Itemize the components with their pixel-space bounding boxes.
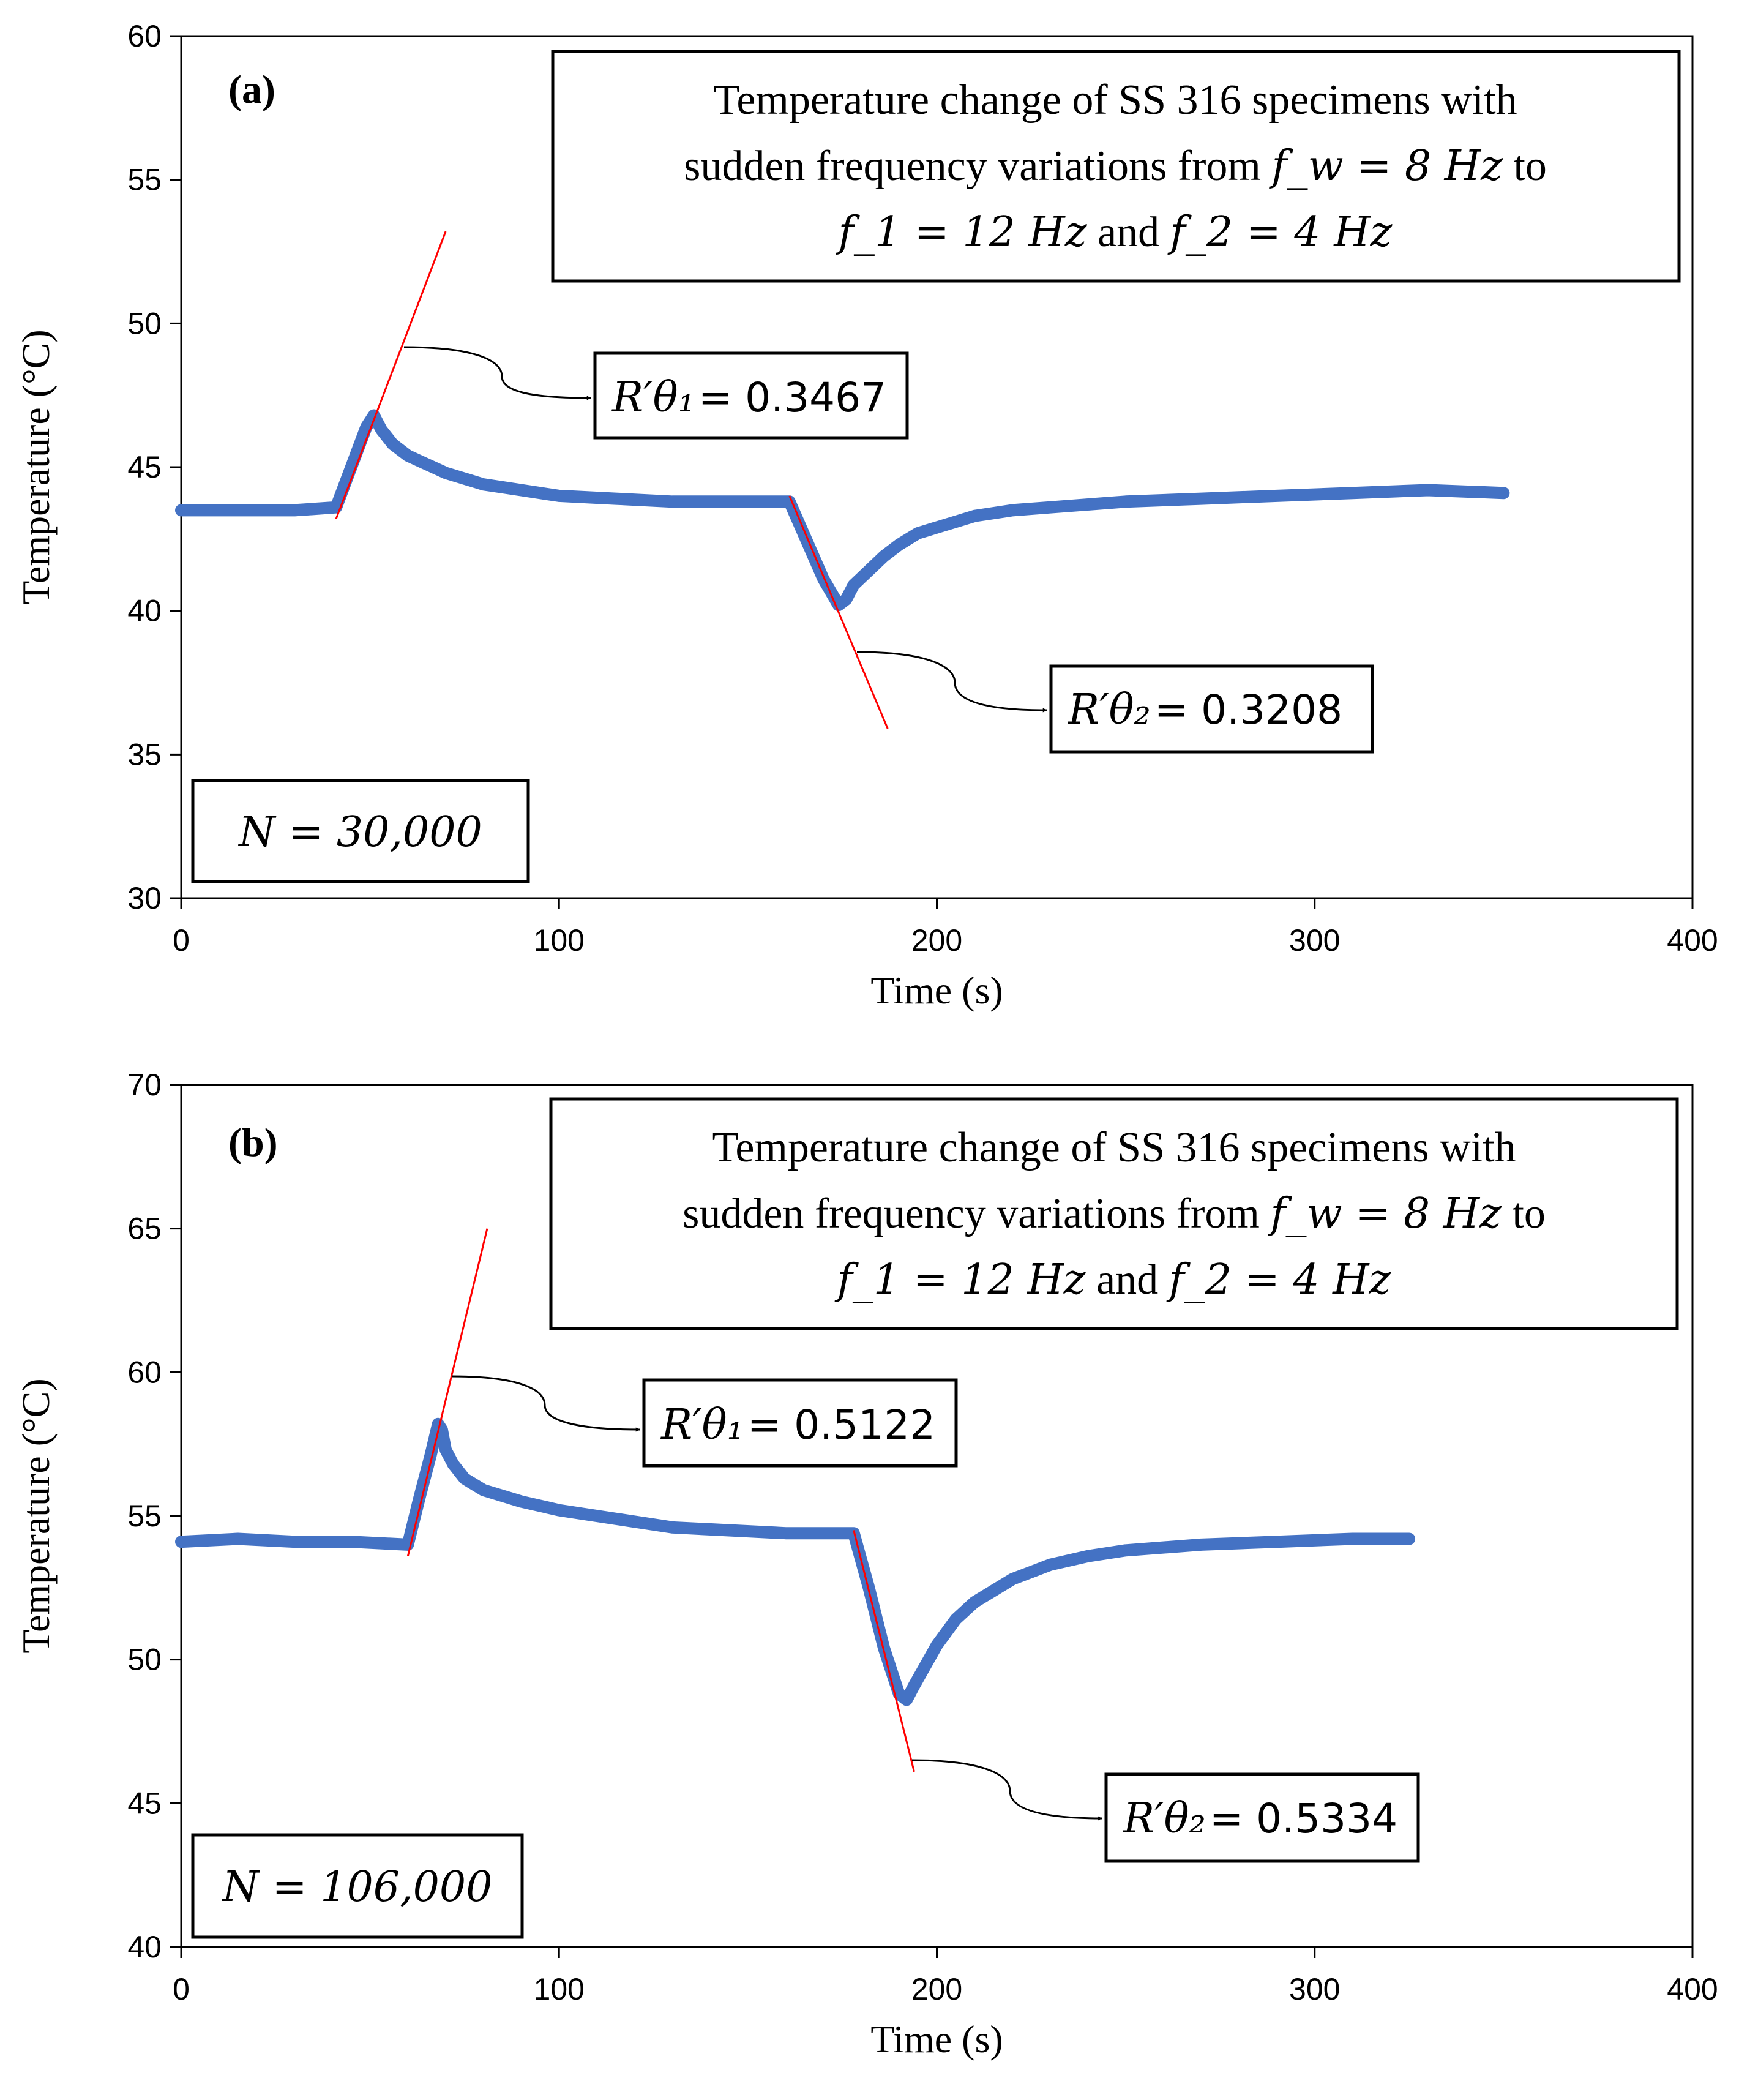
x-tick-label-b: 0 [173, 1972, 190, 2006]
plot-area-b [175, 1228, 1416, 1772]
title-box-frame-a [551, 50, 1681, 283]
title-line-2-a: sudden frequency variations from f_w = 8… [684, 142, 1547, 190]
y-tick-label-b: 40 [127, 1930, 162, 1964]
title-line-3-b: f_1 = 12 Hz and f_2 = 4 Hz [834, 1256, 1392, 1304]
y-axis-title-a: Temperature (°C) [14, 329, 58, 604]
annotation-r1-box-b [642, 1378, 958, 1468]
annotation-r2-symbol-a: R′θ₂ [1067, 686, 1151, 734]
annotation-r2-box-a [1049, 664, 1374, 754]
x-axis-title-a: Time (s) [870, 969, 1003, 1012]
title-line-3-mid-b: and [1086, 1256, 1169, 1303]
slope-line-1-a [335, 231, 447, 520]
slope-line-1-b [406, 1228, 488, 1557]
slope-line-2-a [788, 495, 889, 729]
title-line-3-math1-b: f_1 = 12 Hz [834, 1256, 1086, 1304]
title-line-2-math-a: f_w = 8 Hz [1268, 142, 1503, 190]
cycles-label-b: N = 106,000 [222, 1863, 493, 1911]
axes-a: 30 35 40 45 50 55 60 0 100 200 300 400 Time (s) Tempe… [14, 19, 1718, 1012]
cycles-box-frame-a [191, 779, 530, 883]
title-line-3-math2-b: f_2 = 4 Hz [1166, 1256, 1392, 1304]
title-line-2-suffix-b: to [1502, 1190, 1546, 1237]
annotation-r2-leader-a [856, 651, 1047, 713]
title-box-frame-b [549, 1097, 1679, 1330]
annotation-r2-text-b: R′θ₂= 0.5334 [1122, 1794, 1397, 1843]
y-tick-label-a: 30 [127, 881, 162, 915]
x-tick-label-a: 400 [1667, 923, 1718, 958]
y-tick-label-a: 50 [127, 306, 162, 340]
title-box-b: Temperature change of SS 316 specimens w… [549, 1097, 1679, 1330]
annotation-r1-b: R′θ₁= 0.5122 [451, 1375, 958, 1468]
annotation-r2-text-a: R′θ₂= 0.3208 [1067, 686, 1342, 734]
axes-b: 40 45 50 55 60 65 70 0 100 200 300 400 Time (s) Tempe… [14, 1068, 1718, 2061]
title-line-1-a: Temperature change of SS 316 specimens w… [713, 77, 1517, 124]
title-line-2-suffix-a: to [1503, 143, 1547, 190]
y-tick-label-a: 35 [127, 737, 162, 771]
title-line-2-math-b: f_w = 8 Hz [1267, 1190, 1502, 1238]
annotation-r1-text-b: R′θ₁= 0.5122 [660, 1401, 935, 1449]
x-tick-label-a: 100 [534, 923, 585, 958]
annotation-r2-leader-b [911, 1759, 1102, 1821]
x-tick-label-b: 200 [911, 1972, 962, 2006]
annotation-r2-box-b [1104, 1772, 1420, 1863]
annotation-r1-leader-b [451, 1375, 640, 1432]
title-line-2-prefix-a: sudden frequency variations from [684, 143, 1271, 190]
y-tick-label-b: 70 [127, 1068, 162, 1102]
annotation-r2-value-b: = 0.5334 [1210, 1795, 1397, 1842]
slope-line-2-b [853, 1530, 915, 1772]
plot-area-a [175, 231, 1510, 729]
temperature-series-line-b [175, 1417, 1416, 1706]
y-tick-label-a: 40 [127, 594, 162, 628]
y-tick-label-a: 55 [127, 163, 162, 197]
y-tick-label-b: 55 [127, 1499, 162, 1533]
annotation-r1-symbol-a: R′θ₁ [611, 373, 695, 422]
annotation-r2-b: R′θ₂= 0.5334 [911, 1759, 1420, 1863]
chart-panel-b: 40 45 50 55 60 65 70 0 100 200 300 400 Time (s) Tempe… [14, 1068, 1718, 2061]
y-tick-label-b: 60 [127, 1355, 162, 1389]
title-line-2-b: sudden frequency variations from f_w = 8… [683, 1190, 1546, 1238]
annotation-r1-box-a [593, 351, 909, 440]
y-axis-title-b: Temperature (°C) [14, 1378, 58, 1653]
title-box-a: Temperature change of SS 316 specimens w… [551, 50, 1681, 283]
y-tick-label-b: 50 [127, 1643, 162, 1677]
annotation-r1-text-a: R′θ₁= 0.3467 [611, 373, 886, 422]
y-tick-label-b: 45 [127, 1786, 162, 1820]
y-tick-label-b: 65 [127, 1212, 162, 1246]
x-tick-label-b: 300 [1289, 1972, 1340, 2006]
annotation-r1-a: R′θ₁= 0.3467 [403, 346, 909, 440]
annotation-r1-leader-a [403, 346, 591, 400]
annotation-r1-value-b: = 0.5122 [747, 1401, 935, 1449]
y-tick-label-a: 60 [127, 19, 162, 53]
cycles-label-a: N = 30,000 [237, 808, 482, 857]
title-line-3-math2-a: f_2 = 4 Hz [1167, 208, 1393, 257]
title-line-2-prefix-b: sudden frequency variations from [683, 1190, 1270, 1237]
cycles-box-b: N = 106,000 [191, 1833, 524, 1939]
cycles-box-frame-b [191, 1833, 524, 1939]
x-tick-label-b: 100 [534, 1972, 585, 2006]
x-tick-label-a: 0 [173, 923, 190, 958]
x-tick-label-b: 400 [1667, 1972, 1718, 2006]
panel-label-a: (a) [228, 67, 275, 112]
x-tick-label-a: 200 [911, 923, 962, 958]
temperature-series-line-a [175, 409, 1510, 612]
chart-panel-a: 30 35 40 45 50 55 60 0 100 200 300 400 Time (s) Tempe… [14, 19, 1718, 1012]
annotation-r2-value-a: = 0.3208 [1154, 686, 1342, 733]
x-axis-title-b: Time (s) [870, 2017, 1003, 2061]
annotation-r1-value-a: = 0.3467 [698, 374, 886, 421]
cycles-box-a: N = 30,000 [191, 779, 530, 883]
title-line-3-mid-a: and [1087, 209, 1170, 256]
annotation-r2-symbol-b: R′θ₂ [1122, 1794, 1206, 1843]
annotation-r1-symbol-b: R′θ₁ [660, 1401, 744, 1449]
y-tick-label-a: 45 [127, 450, 162, 484]
annotation-r2-a: R′θ₂= 0.3208 [856, 651, 1374, 754]
title-line-3-math1-a: f_1 = 12 Hz [836, 208, 1088, 257]
x-tick-label-a: 300 [1289, 923, 1340, 958]
title-line-1-b: Temperature change of SS 316 specimens w… [712, 1124, 1516, 1171]
title-line-3-a: f_1 = 12 Hz and f_2 = 4 Hz [836, 208, 1393, 257]
panel-label-b: (b) [228, 1120, 278, 1165]
